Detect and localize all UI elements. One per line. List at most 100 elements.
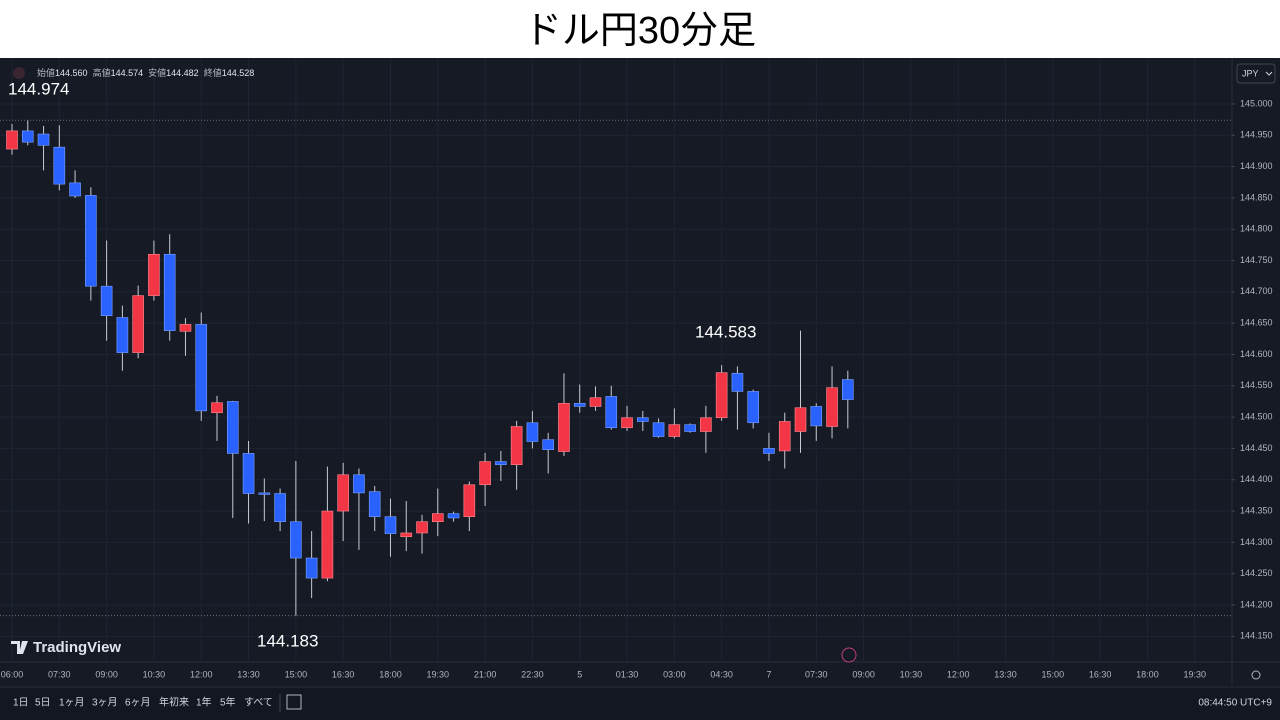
candle-body	[163, 253, 176, 331]
candle-body	[495, 461, 507, 466]
y-tick-label: 144.400	[1240, 474, 1273, 484]
candle-body	[69, 182, 81, 197]
candle-body	[6, 130, 18, 150]
candle-body	[21, 130, 34, 143]
x-tick-label: 19:30	[427, 669, 450, 679]
y-tick-label: 144.800	[1240, 224, 1273, 234]
y-tick-label: 144.750	[1240, 255, 1273, 265]
y-tick-label: 144.300	[1240, 537, 1273, 547]
symbol-icon[interactable]	[13, 67, 25, 79]
x-tick-label: 16:30	[332, 669, 355, 679]
x-tick-label: 21:00	[474, 669, 497, 679]
candle-body	[305, 557, 318, 579]
x-tick-label: 15:00	[285, 669, 308, 679]
y-tick-label: 144.250	[1240, 568, 1273, 578]
range-button[interactable]: 6ヶ月	[125, 697, 151, 709]
legend-label: 高値	[93, 67, 111, 78]
x-tick-label: 03:00	[663, 669, 686, 679]
candle-body	[715, 372, 728, 419]
candle-body	[558, 403, 570, 452]
y-tick-label: 144.900	[1240, 161, 1273, 171]
candle-body	[431, 513, 444, 523]
candle-body	[321, 510, 334, 579]
calendar-icon[interactable]	[286, 694, 302, 710]
candle-body	[652, 422, 665, 437]
clock: 08:44:50 UTC+9	[1198, 698, 1272, 709]
currency-label: JPY	[1242, 68, 1259, 78]
brand-logo	[11, 641, 28, 654]
range-button[interactable]: 年初来	[159, 696, 189, 709]
range-button[interactable]: 3ヶ月	[92, 697, 118, 709]
candle-body	[85, 195, 97, 287]
legend-value: 144.528	[222, 68, 255, 78]
candle-body	[794, 407, 807, 432]
candle-body	[700, 417, 712, 432]
x-tick-label: 18:00	[1136, 669, 1159, 679]
range-button[interactable]: 1年	[196, 696, 212, 709]
candle-body	[826, 387, 838, 427]
candle-body	[132, 295, 144, 353]
x-tick-label: 01:30	[616, 669, 639, 679]
candle-body	[258, 492, 271, 495]
candle-body	[763, 448, 775, 454]
candle-body	[337, 474, 349, 512]
annotation-label: 144.583	[695, 322, 756, 341]
x-tick-label: 09:00	[852, 669, 875, 679]
grid: 145.000 144.950 144.900 144.850 144.800 144.7…	[0, 58, 1273, 679]
annotation-label: 144.974	[8, 79, 69, 98]
candle-body	[416, 521, 428, 534]
candle-body	[290, 521, 302, 559]
range-button[interactable]: 1日	[13, 698, 29, 709]
candle-body	[842, 379, 854, 400]
candle-body	[179, 324, 192, 332]
settings-icon[interactable]	[1251, 670, 1261, 680]
x-tick-label: 10:30	[143, 669, 166, 679]
x-tick-label: 13:30	[237, 669, 260, 679]
candle-body	[100, 285, 113, 316]
currency-button[interactable]	[1236, 63, 1276, 84]
flash-icon[interactable]	[841, 647, 857, 663]
candle-body	[526, 422, 539, 442]
candle-body	[116, 317, 129, 353]
range-buttons: 1日 5日 1ヶ月 3ヶ月 6ヶ月 年初来 1年 5年 すべて	[13, 696, 273, 709]
candle-body	[479, 461, 491, 486]
range-button[interactable]: すべて	[244, 697, 273, 709]
x-tick-label: 18:00	[379, 669, 402, 679]
range-button[interactable]: 5日	[35, 698, 51, 709]
x-tick-label: 5	[577, 669, 582, 679]
range-button[interactable]: 1ヶ月	[59, 697, 85, 709]
page-title: ドル円30分足	[524, 10, 756, 52]
candle-body	[37, 133, 50, 146]
ohlc-legend: 始値144.560 高値144.574 安値144.482 終値144.528	[37, 67, 254, 78]
legend-label: 終値	[204, 67, 222, 78]
legend-value: 144.482	[166, 68, 199, 78]
y-tick-label: 144.700	[1240, 286, 1273, 296]
x-tick-label: 16:30	[1089, 669, 1112, 679]
candle-body	[605, 396, 618, 429]
candle-body	[589, 397, 602, 407]
x-tick-label: 19:30	[1183, 669, 1206, 679]
candle-body	[668, 424, 681, 437]
legend-value: 144.574	[111, 68, 144, 78]
y-tick-label: 144.550	[1240, 380, 1273, 390]
x-tick-label: 15:00	[1042, 669, 1065, 679]
candle-body	[53, 146, 66, 185]
annotation-label: 144.183	[257, 631, 318, 650]
range-button[interactable]: 5年	[220, 696, 236, 709]
candle-body	[242, 453, 255, 494]
x-tick-label: 04:30	[710, 669, 733, 679]
plot: 144.974 144.583 144.183	[0, 79, 1232, 650]
candle-body	[731, 372, 744, 392]
candle-body	[621, 417, 633, 429]
bottom-toolbar	[0, 687, 1280, 720]
candle-body	[684, 424, 696, 432]
chart-background	[0, 58, 1280, 720]
candle-body	[400, 532, 413, 538]
x-tick-label: 12:00	[947, 669, 970, 679]
x-tick-label: 07:30	[805, 669, 828, 679]
candle-body	[447, 513, 460, 519]
y-tick-label: 144.850	[1240, 192, 1273, 202]
legend-value: 144.560	[55, 68, 88, 78]
candle-body	[510, 426, 523, 466]
candle-body	[463, 484, 476, 517]
